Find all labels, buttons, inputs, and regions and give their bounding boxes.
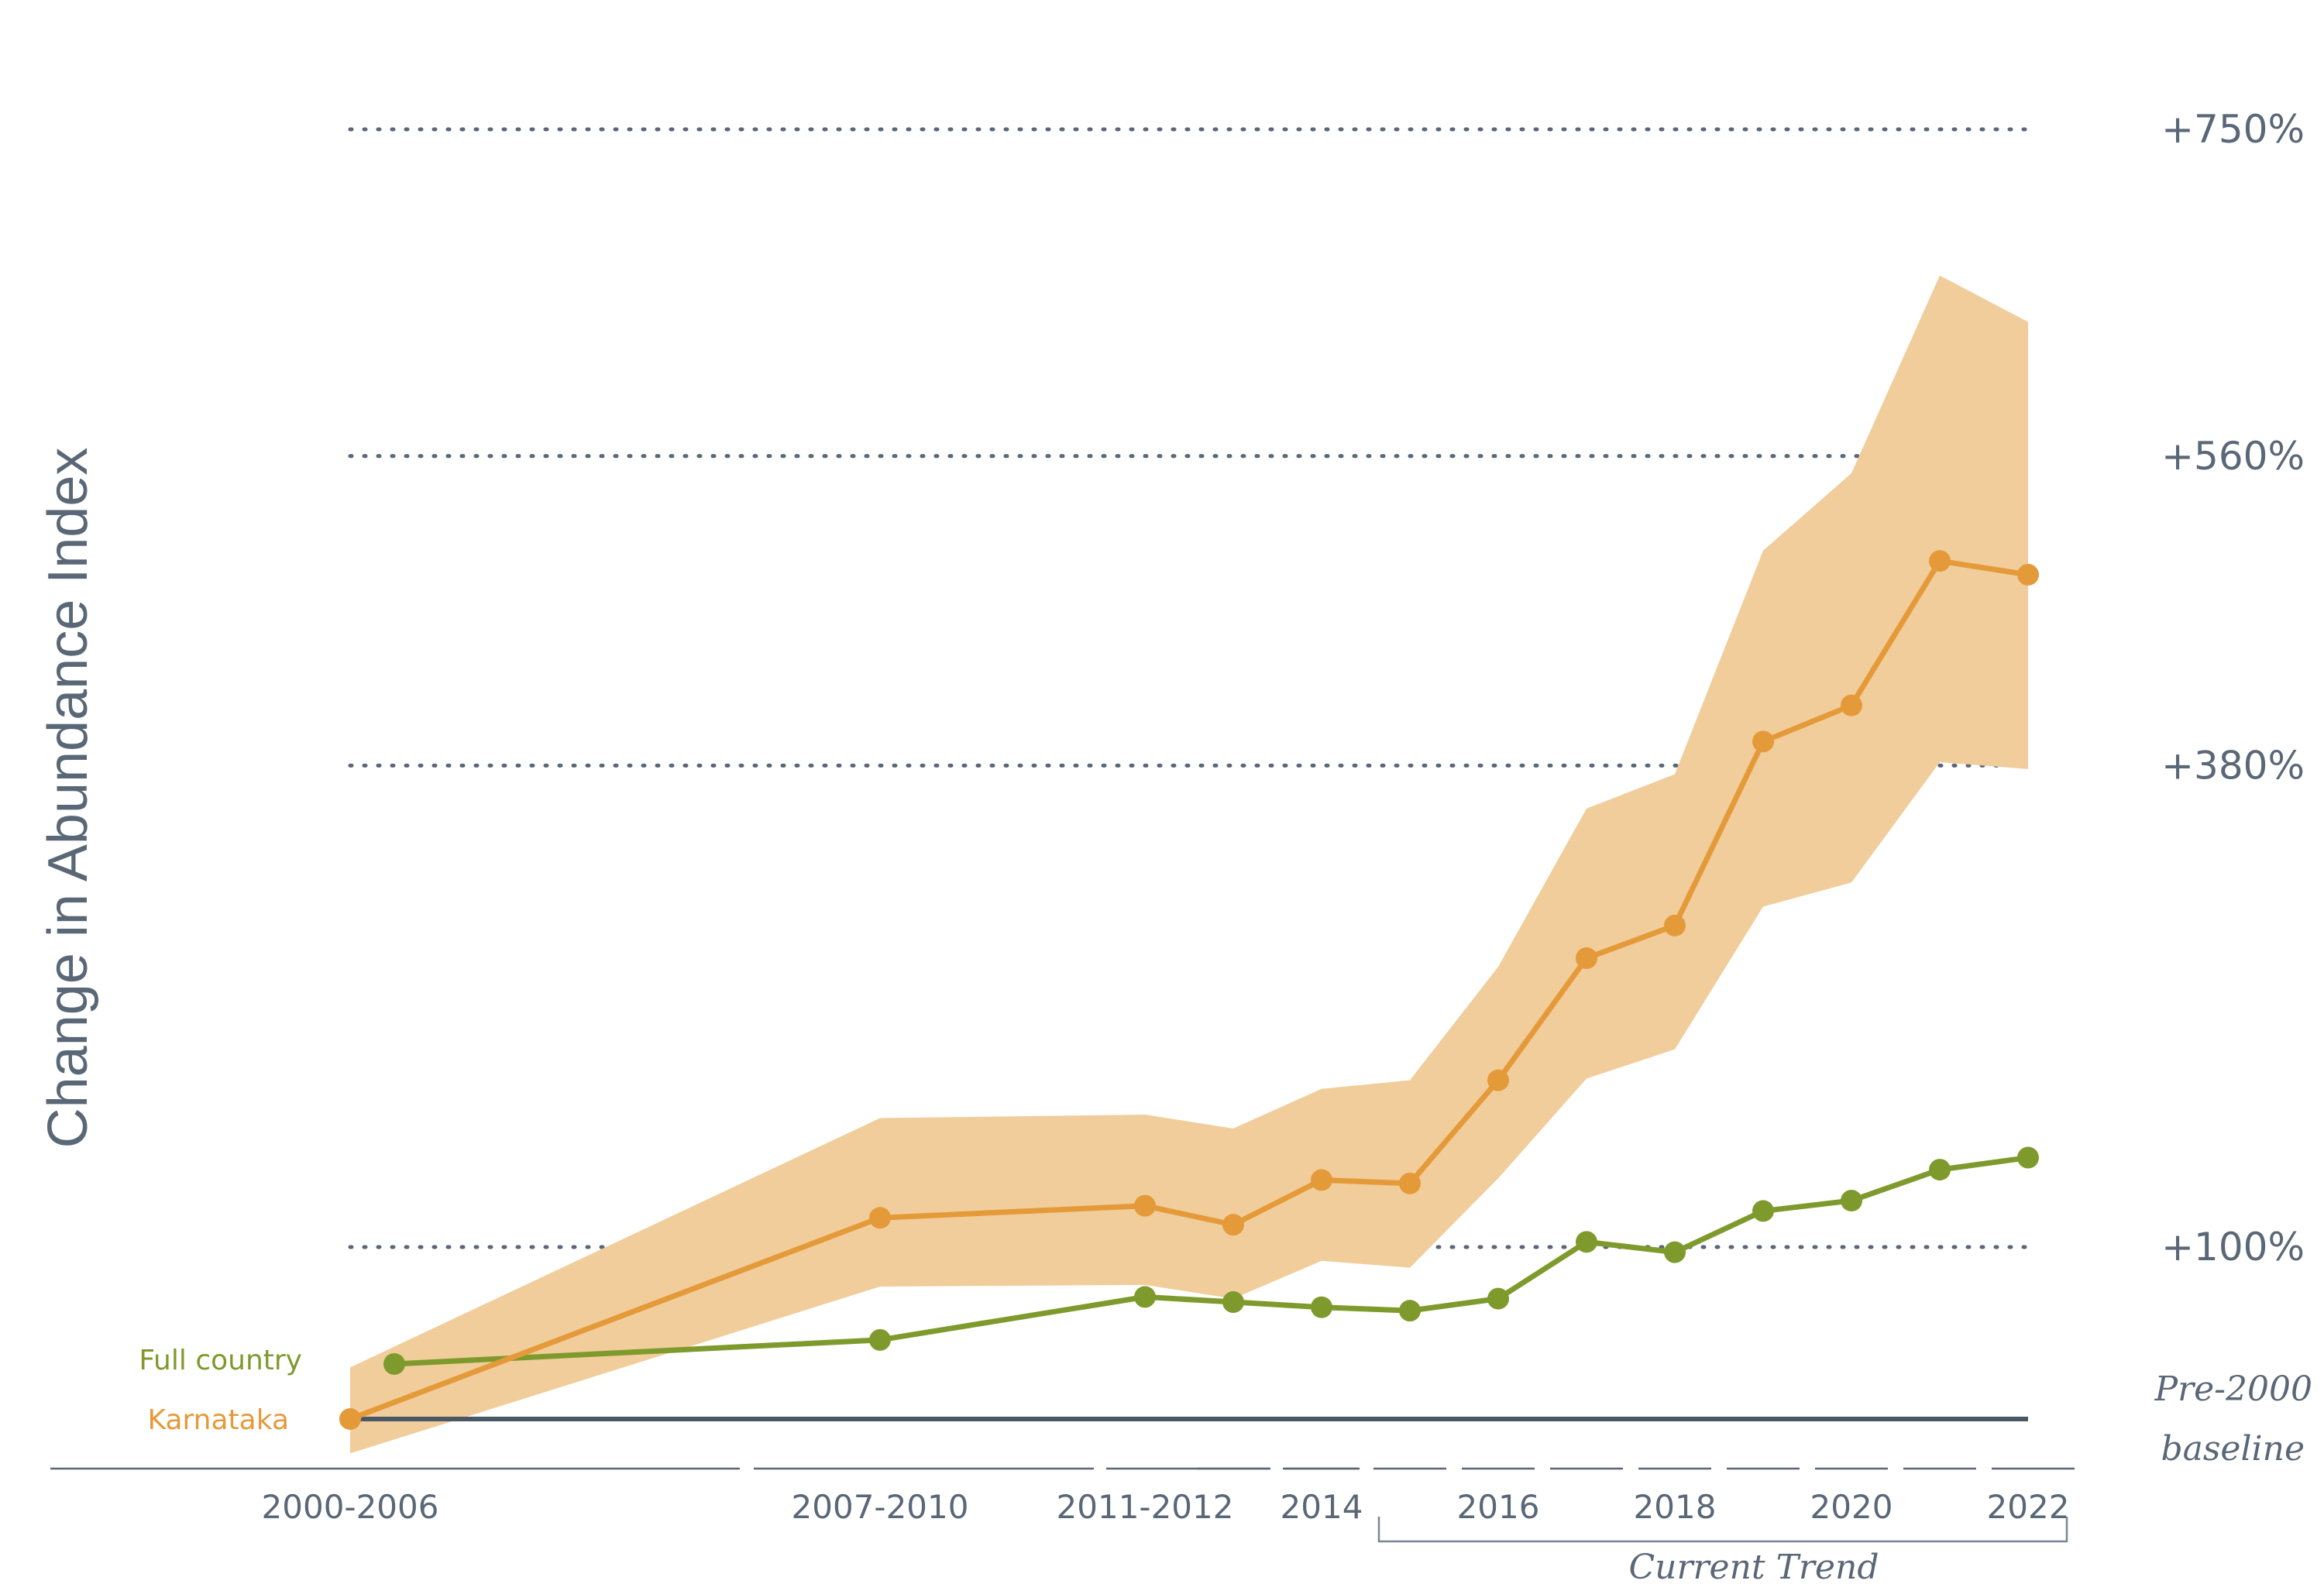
data-point xyxy=(1752,730,1774,753)
data-point xyxy=(2017,1146,2039,1169)
data-point xyxy=(2017,563,2039,586)
data-point xyxy=(1487,1069,1509,1091)
data-point xyxy=(1222,1291,1244,1314)
data-point xyxy=(1752,1200,1774,1222)
baseline-label-line1: Pre-2000 xyxy=(2154,1369,2312,1409)
x-tick-label: 2020 xyxy=(1810,1488,1893,1526)
x-tick-label: 2014 xyxy=(1281,1488,1363,1526)
current-trend-bracket xyxy=(1377,1517,2068,1543)
data-point xyxy=(1134,1286,1156,1308)
x-tick-label: 2007-2010 xyxy=(792,1488,969,1526)
data-point xyxy=(1134,1194,1156,1217)
data-point xyxy=(1311,1169,1332,1191)
data-point xyxy=(1576,947,1597,970)
data-point xyxy=(869,1328,891,1351)
data-point xyxy=(1841,1190,1862,1212)
data-point xyxy=(1664,914,1686,936)
x-tick-label: 2000-2006 xyxy=(262,1488,439,1526)
data-point xyxy=(1841,694,1862,716)
y-tick-label: +750% xyxy=(2161,107,2305,152)
data-point xyxy=(383,1352,405,1375)
data-point xyxy=(1399,1300,1421,1322)
data-point xyxy=(869,1207,891,1229)
x-tick-label: 2018 xyxy=(1634,1488,1717,1526)
karnataka-band-area xyxy=(350,275,2028,1454)
series-points xyxy=(339,550,2039,1430)
baseline-label-line2: baseline xyxy=(2161,1429,2305,1469)
y-axis-title: Change in Abundance Index xyxy=(37,448,99,1149)
data-point xyxy=(1399,1172,1421,1194)
y-tick-label: +380% xyxy=(2161,743,2305,788)
y-tick-labels: +100% +380% +560% +750% xyxy=(2161,107,2305,1270)
current-trend-label: Current Trend xyxy=(1628,1548,1879,1584)
data-point xyxy=(1929,550,1951,572)
data-point xyxy=(339,1408,361,1430)
x-tick-label: 2022 xyxy=(1987,1488,2070,1526)
legend-karnataka: Karnataka xyxy=(147,1404,289,1436)
data-point xyxy=(1311,1296,1332,1318)
karnataka-confidence-band xyxy=(350,275,2028,1454)
legend-full-country: Full country xyxy=(139,1345,302,1376)
data-point xyxy=(1929,1159,1951,1181)
data-point xyxy=(1664,1241,1686,1263)
data-point xyxy=(1576,1231,1597,1253)
data-point xyxy=(1487,1287,1509,1310)
y-tick-label: +560% xyxy=(2161,434,2305,479)
data-point xyxy=(1222,1214,1244,1236)
y-tick-label: +100% xyxy=(2161,1225,2305,1270)
x-tick-label: 2016 xyxy=(1457,1488,1540,1526)
x-tick-labels: 2000-2006 2007-2010 2011-2012 2014 2016 2018 2… xyxy=(262,1488,2070,1526)
x-tick-label: 2011-2012 xyxy=(1057,1488,1234,1526)
